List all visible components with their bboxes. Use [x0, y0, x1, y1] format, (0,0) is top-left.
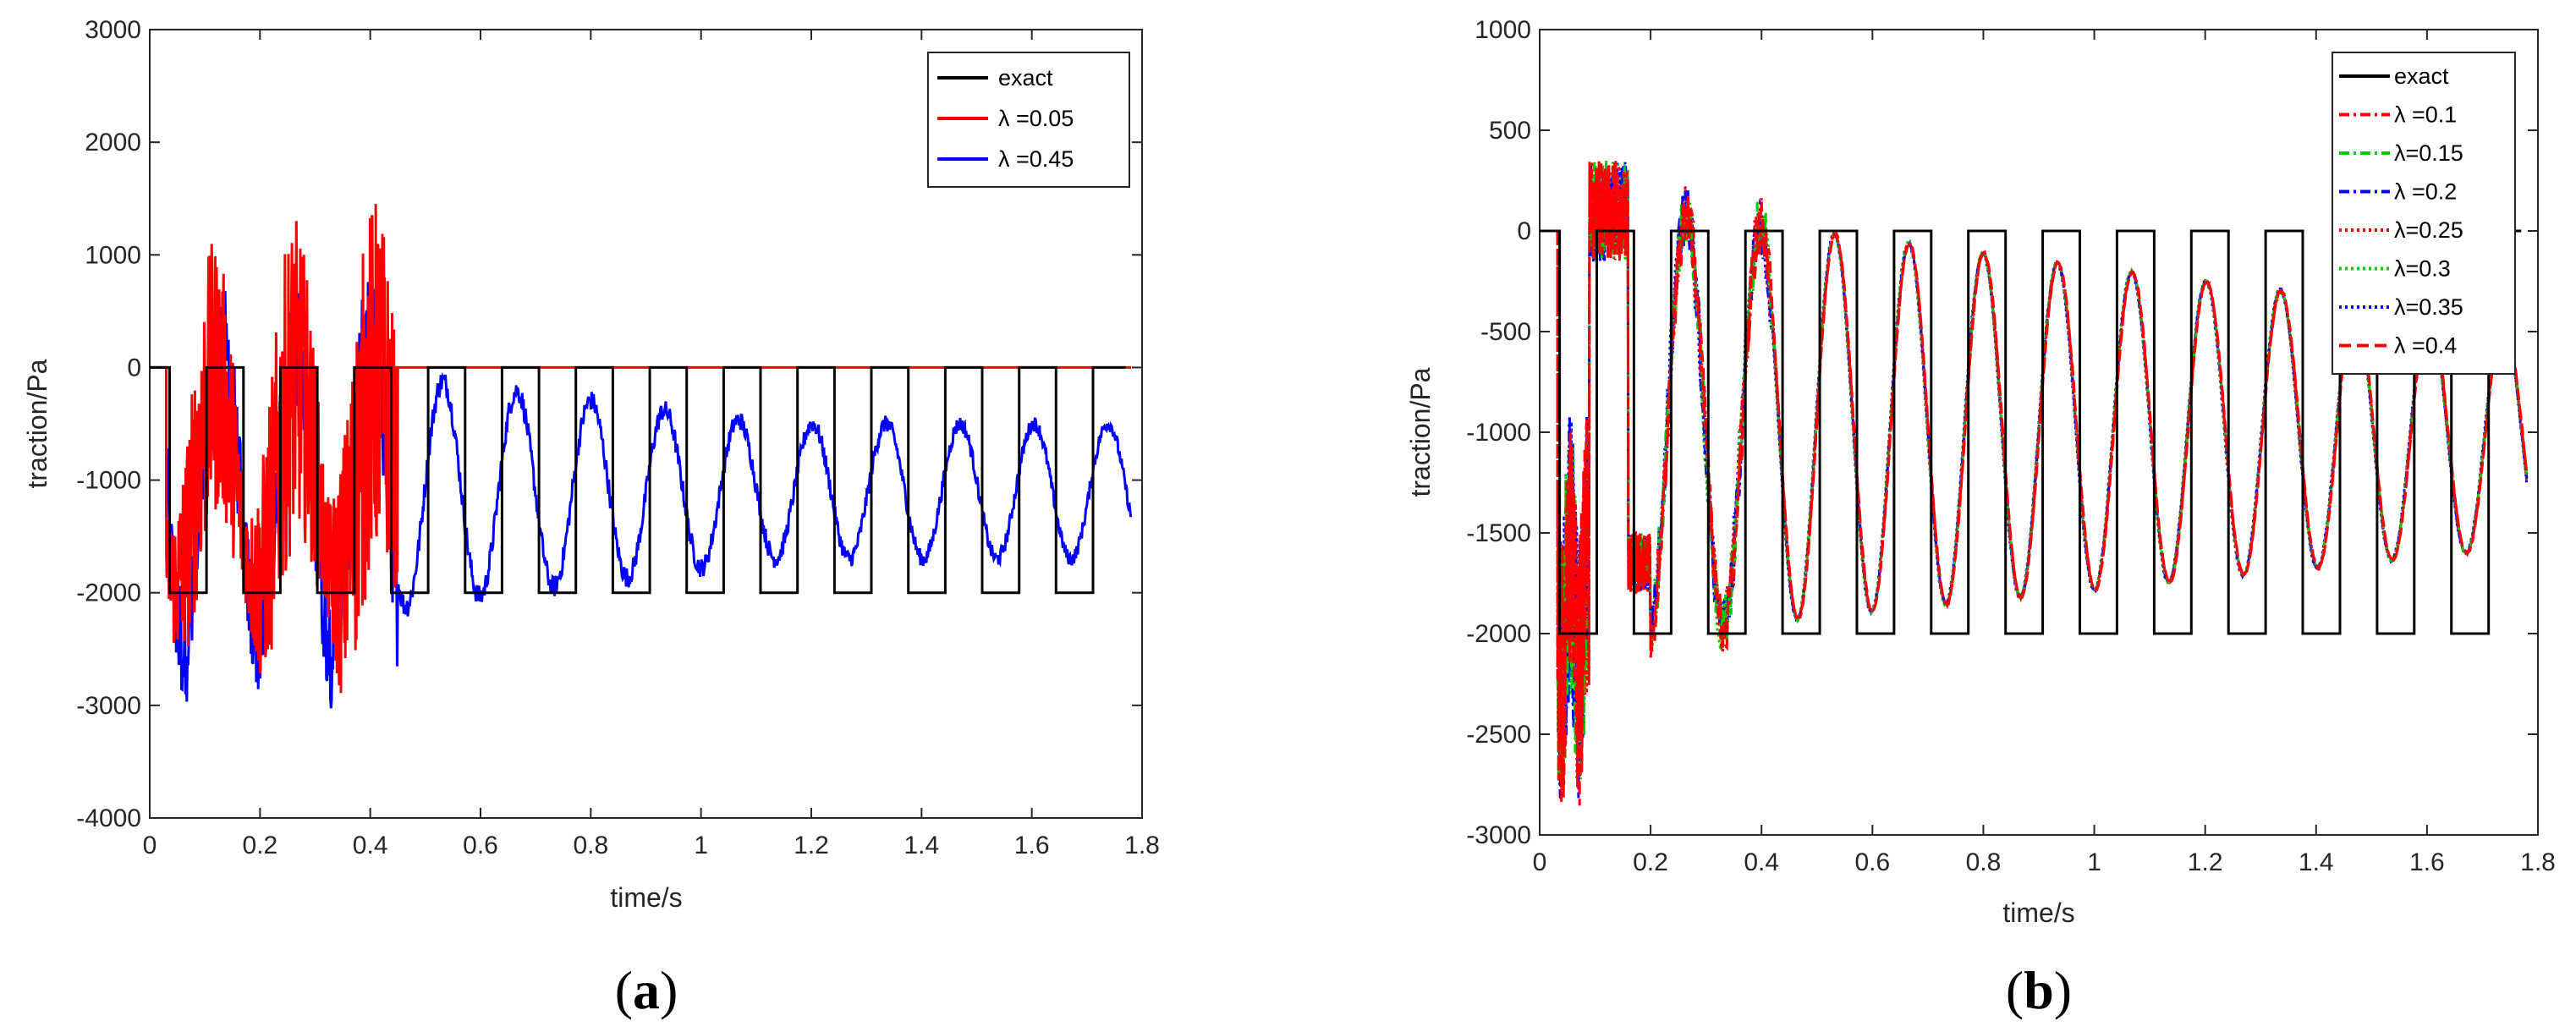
- chart-b-xtick-label: 1.6: [2409, 848, 2445, 876]
- chart-b-xtick-label: 0.4: [1744, 848, 1779, 876]
- chart-a-ytick-label: -2000: [76, 579, 141, 607]
- chart-a-xtick-label: 1.8: [1124, 832, 1160, 859]
- chart-b-ytick-label: -1500: [1466, 519, 1531, 547]
- chart-a-plot-area: [150, 204, 1133, 709]
- chart-a-xtick-label: 0.2: [242, 832, 277, 859]
- chart-b-legend-label: exact: [2394, 63, 2449, 89]
- chart-b-ytick-label: -2000: [1466, 620, 1531, 648]
- chart-a-panel-letter: a: [633, 960, 660, 1020]
- chart-a-ytick-label: -4000: [76, 804, 141, 832]
- chart-a-ytick-label: 0: [127, 354, 141, 382]
- chart-b-ytick-label: -1000: [1466, 419, 1531, 447]
- chart-panel-a: 0 0.2 0.4 0.6 0.8 1 1.2 1.4 1.6 1.8 -4000 -3000 -200…: [22, 16, 1160, 1020]
- chart-b-ytick-label: -3000: [1466, 821, 1531, 849]
- chart-a-ytick-label: -1000: [76, 467, 141, 495]
- chart-b-xtick-label: 0.6: [1854, 848, 1890, 876]
- chart-b-xlabel: time/s: [2002, 898, 2074, 928]
- chart-a-xtick-label: 0.6: [463, 832, 498, 859]
- chart-b-legend-label: λ =0.2: [2394, 179, 2457, 205]
- chart-a-xtick-label: 1.6: [1014, 832, 1050, 859]
- chart-b-xtick-label: 1.4: [2299, 848, 2334, 876]
- chart-a-panel-label: (a): [615, 960, 678, 1020]
- chart-b-ytick-label: 1000: [1475, 16, 1531, 44]
- chart-a-xtick-label: 1.4: [904, 832, 939, 859]
- chart-a-series-exact: [150, 365, 1126, 595]
- chart-b-series-lambda-0.4: [1540, 161, 2529, 806]
- chart-a-xtick-label: 1: [694, 832, 708, 859]
- chart-b-xtick-label: 1.2: [2188, 848, 2223, 876]
- chart-b-legend-label: λ=0.25: [2394, 217, 2463, 243]
- chart-a-ytick-label: 2000: [85, 129, 141, 156]
- chart-b-legend-label: λ =0.4: [2394, 333, 2457, 359]
- chart-a-xtick-label: 1.2: [794, 832, 829, 859]
- chart-a-ticks: 0 0.2 0.4 0.6 0.8 1 1.2 1.4 1.6 1.8 -4000 -3000 -200…: [76, 16, 1160, 859]
- chart-b-ticks: 0 0.2 0.4 0.6 0.8 1 1.2 1.4 1.6 1.8 -3000 -2500 -200…: [1466, 16, 2556, 876]
- chart-a-legend-label: λ =0.05: [998, 106, 1074, 131]
- chart-b-xtick-label: 1: [2087, 848, 2101, 876]
- chart-a-series-lambda-0.45: [150, 282, 1133, 709]
- chart-b-xtick-label: 0: [1533, 848, 1547, 876]
- chart-b-xtick-label: 1.8: [2520, 848, 2556, 876]
- chart-b-ytick-label: -500: [1480, 318, 1531, 346]
- chart-b-legend: exact λ =0.1 λ=0.15 λ =0.2 λ=0.25 λ=0.3 λ=0.35…: [2332, 52, 2516, 375]
- chart-b-ytick-label: 500: [1489, 117, 1531, 145]
- chart-b-legend-label: λ =0.1: [2394, 102, 2457, 128]
- chart-a-xtick-label: 0: [143, 832, 157, 859]
- chart-a-series-lambda-0.05: [150, 204, 1131, 694]
- chart-b-panel-label: (b): [2006, 960, 2072, 1020]
- chart-a-ytick-label: 3000: [85, 16, 141, 44]
- chart-b-panel-letter: b: [2024, 960, 2054, 1020]
- chart-b-ytick-label: 0: [1517, 217, 1531, 245]
- chart-a-xtick-label: 0.4: [353, 832, 388, 859]
- chart-a-ytick-label: 1000: [85, 241, 141, 269]
- chart-panel-b: 0 0.2 0.4 0.6 0.8 1 1.2 1.4 1.6 1.8 -3000 -2500 -200…: [1405, 16, 2556, 1020]
- chart-a-xlabel: time/s: [610, 882, 682, 913]
- chart-a-legend-label: λ =0.45: [998, 146, 1074, 172]
- chart-b-xtick-label: 0.8: [1966, 848, 2002, 876]
- chart-a-legend: exact λ =0.05 λ =0.45: [927, 52, 1130, 188]
- chart-b-ytick-label: -2500: [1466, 721, 1531, 749]
- chart-a-ytick-label: -3000: [76, 692, 141, 720]
- chart-b-legend-label: λ=0.3: [2394, 256, 2451, 282]
- chart-b-ylabel: traction/Pa: [1405, 367, 1436, 497]
- chart-a-xtick-label: 0.8: [573, 832, 608, 859]
- chart-b-legend-label: λ=0.35: [2394, 294, 2463, 320]
- chart-a-legend-label: exact: [998, 65, 1053, 91]
- chart-b-xtick-label: 0.2: [1633, 848, 1668, 876]
- chart-a-ylabel: traction/Pa: [22, 359, 52, 488]
- chart-b-legend-label: λ=0.15: [2394, 140, 2463, 166]
